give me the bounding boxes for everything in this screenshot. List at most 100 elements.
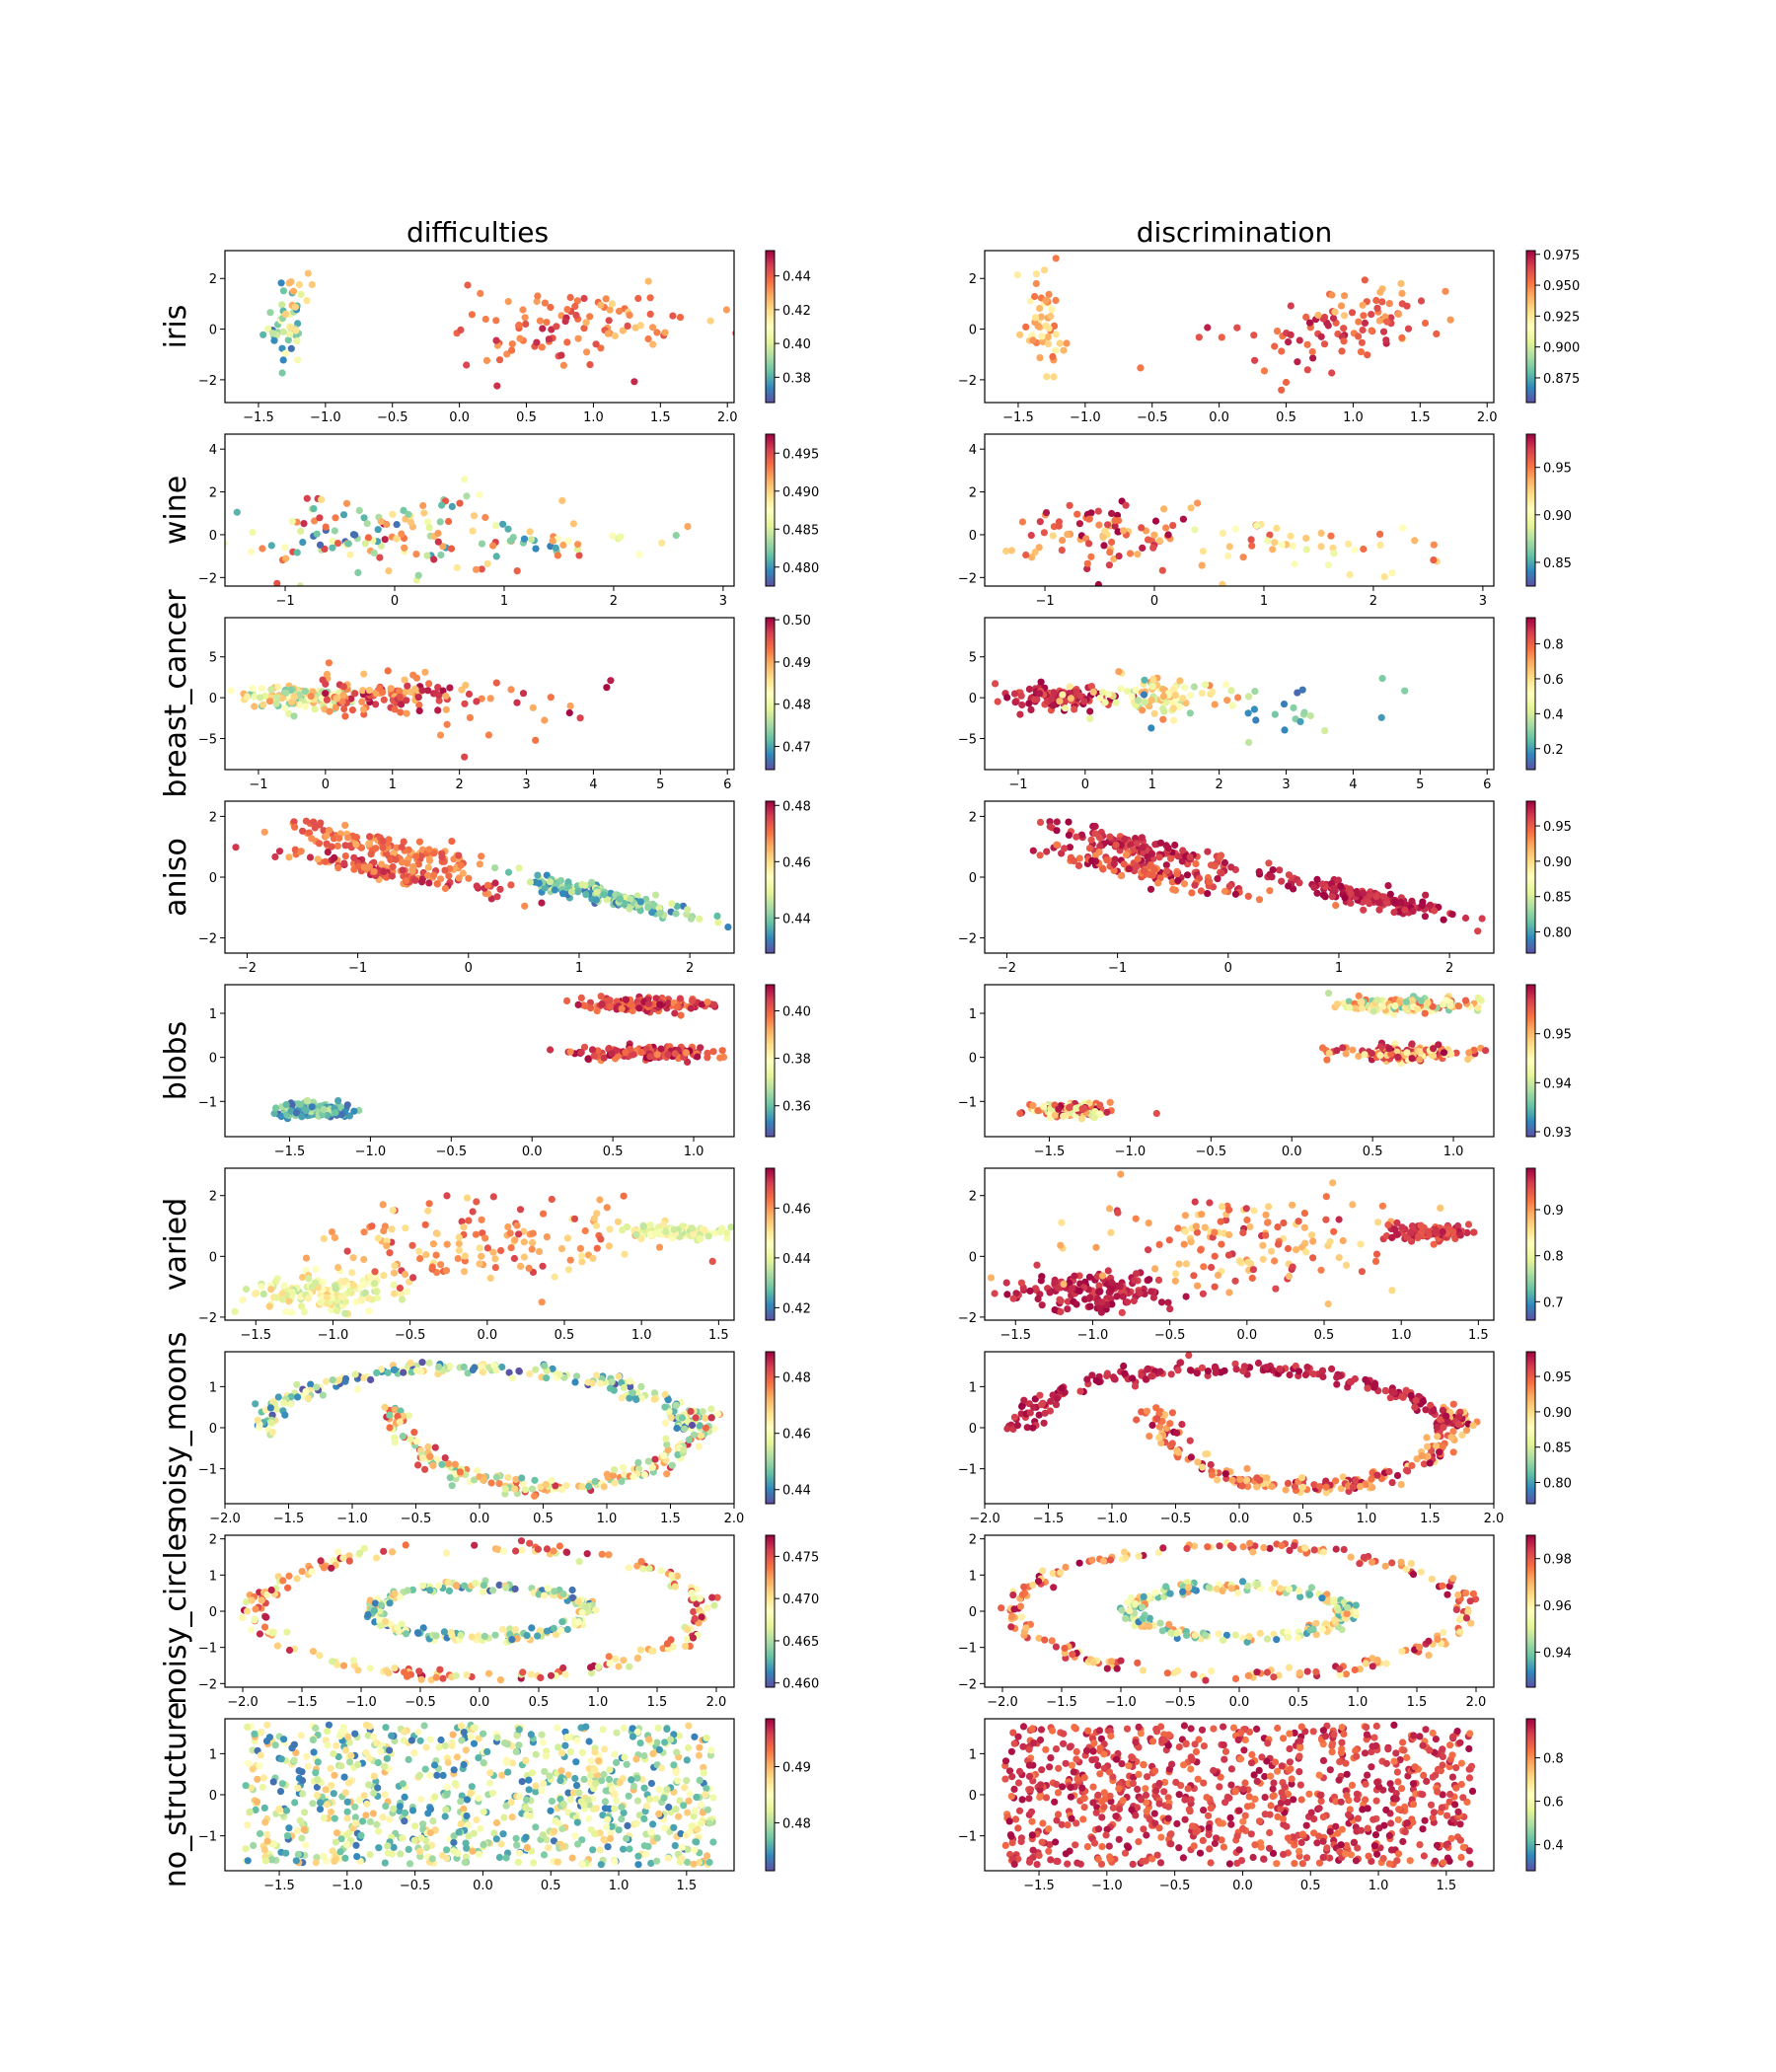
scatter-point (1266, 887, 1274, 895)
scatter-point (714, 919, 722, 926)
scatter-point (1138, 1408, 1146, 1416)
scatter-point (1259, 1241, 1267, 1249)
scatter-point (1376, 530, 1384, 539)
scatter-point (1122, 501, 1130, 509)
scatter-point (282, 1101, 290, 1109)
scatter-point (1055, 522, 1063, 530)
scatter-point (473, 698, 481, 705)
scatter-point (1134, 551, 1142, 558)
scatter-point (1153, 1415, 1161, 1423)
scatter-point (282, 1307, 290, 1315)
scatter-point (724, 924, 732, 931)
scatter-point (1461, 997, 1470, 1004)
scatter-point (388, 1225, 396, 1233)
y-tick-label: −1 (198, 1463, 217, 1478)
scatter-point (416, 1255, 424, 1263)
scatter-point (1357, 1240, 1365, 1248)
scatter-point (1377, 713, 1385, 721)
scatter-point (339, 511, 348, 519)
scatter-point (1231, 890, 1239, 898)
axes-frame (224, 433, 735, 587)
scatter-point (690, 1431, 699, 1439)
scatter-point (501, 1485, 509, 1493)
scatter-point (1034, 1295, 1042, 1303)
axes-frame (224, 984, 735, 1138)
scatter-point (288, 1101, 296, 1109)
scatter-point (1112, 699, 1120, 706)
scatter-point (522, 320, 530, 328)
scatter-point (349, 1282, 357, 1290)
scatter-point (1031, 292, 1039, 301)
scatter-point (1323, 1056, 1331, 1064)
scatter-point (1248, 542, 1256, 550)
scatter-point (645, 999, 653, 1008)
scatter-point (515, 1367, 523, 1375)
colorbar-tick-label: 0.95 (1543, 1370, 1572, 1385)
scatter-point (492, 317, 500, 325)
scatter-point (425, 856, 434, 864)
scatter-point (614, 1052, 622, 1060)
scatter-point (1066, 683, 1073, 691)
scatter-point (484, 731, 492, 739)
scatter-point (1354, 890, 1362, 898)
scatter-point (1010, 690, 1019, 698)
scatter-point (249, 528, 257, 537)
scatter-point (634, 1458, 642, 1466)
scatter-point (446, 1474, 454, 1482)
scatter-point (577, 1048, 585, 1057)
scatter-point (473, 1198, 481, 1206)
scatter-point (1317, 529, 1325, 538)
scatter-point (1061, 845, 1069, 852)
scatter-point (1251, 688, 1259, 696)
scatter-point (1073, 833, 1080, 841)
scatter-point (1319, 315, 1327, 323)
colorbar-tick-label: 0.9 (1543, 1204, 1564, 1219)
scatter-point (379, 1201, 387, 1209)
scatter-point (1098, 1298, 1106, 1306)
x-tick-label: 2.0 (1477, 410, 1498, 425)
axes-frame (984, 433, 1495, 587)
scatter-point (1058, 1384, 1066, 1392)
scatter-point (1349, 1483, 1357, 1491)
row-label-wine: wine (159, 476, 193, 545)
colorbar-tick-label: 0.46 (782, 855, 811, 870)
scatter-point (684, 1058, 692, 1066)
scatter-point (1059, 691, 1067, 699)
scatter-point (317, 1298, 325, 1306)
scatter-point (1408, 1040, 1416, 1048)
scatter-point (1199, 1290, 1207, 1297)
scatter-point (439, 687, 447, 695)
scatter-point (1144, 1366, 1151, 1373)
scatter-point (294, 1393, 302, 1401)
scatter-point (267, 1286, 275, 1294)
scatter-point (1398, 1223, 1406, 1231)
scatter-point (1314, 311, 1322, 320)
scatter-point (1108, 1285, 1116, 1293)
scatter-point (723, 1229, 731, 1237)
colorbar-gradient (1526, 434, 1535, 586)
scatter-point (296, 582, 304, 586)
scatter-point (435, 692, 443, 700)
scatter-point (329, 537, 336, 545)
scatter-point (1133, 1270, 1141, 1278)
scatter-point (1233, 324, 1241, 332)
scatter-point (1225, 543, 1233, 551)
scatter-point (1154, 879, 1162, 887)
scatter-point (346, 551, 354, 558)
scatter-point (483, 1244, 491, 1252)
x-tick-label: 2 (455, 777, 463, 792)
scatter-point (1360, 906, 1368, 914)
scatter-point (304, 269, 312, 277)
scatter-point (1454, 1002, 1463, 1010)
scatter-point (547, 1046, 555, 1054)
scatter-point (438, 501, 446, 509)
colorbar-difficulties: 0.380.400.420.44 (765, 250, 811, 404)
scatter-point (1104, 690, 1112, 699)
scatter-point (1065, 818, 1073, 826)
scatter-point (1151, 841, 1159, 849)
scatter-point (573, 297, 581, 305)
scatter-point (1063, 339, 1071, 347)
scatter-point (411, 876, 419, 884)
